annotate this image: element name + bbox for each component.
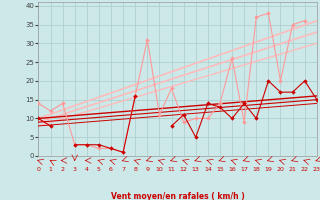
X-axis label: Vent moyen/en rafales ( km/h ): Vent moyen/en rafales ( km/h ) bbox=[111, 192, 244, 200]
